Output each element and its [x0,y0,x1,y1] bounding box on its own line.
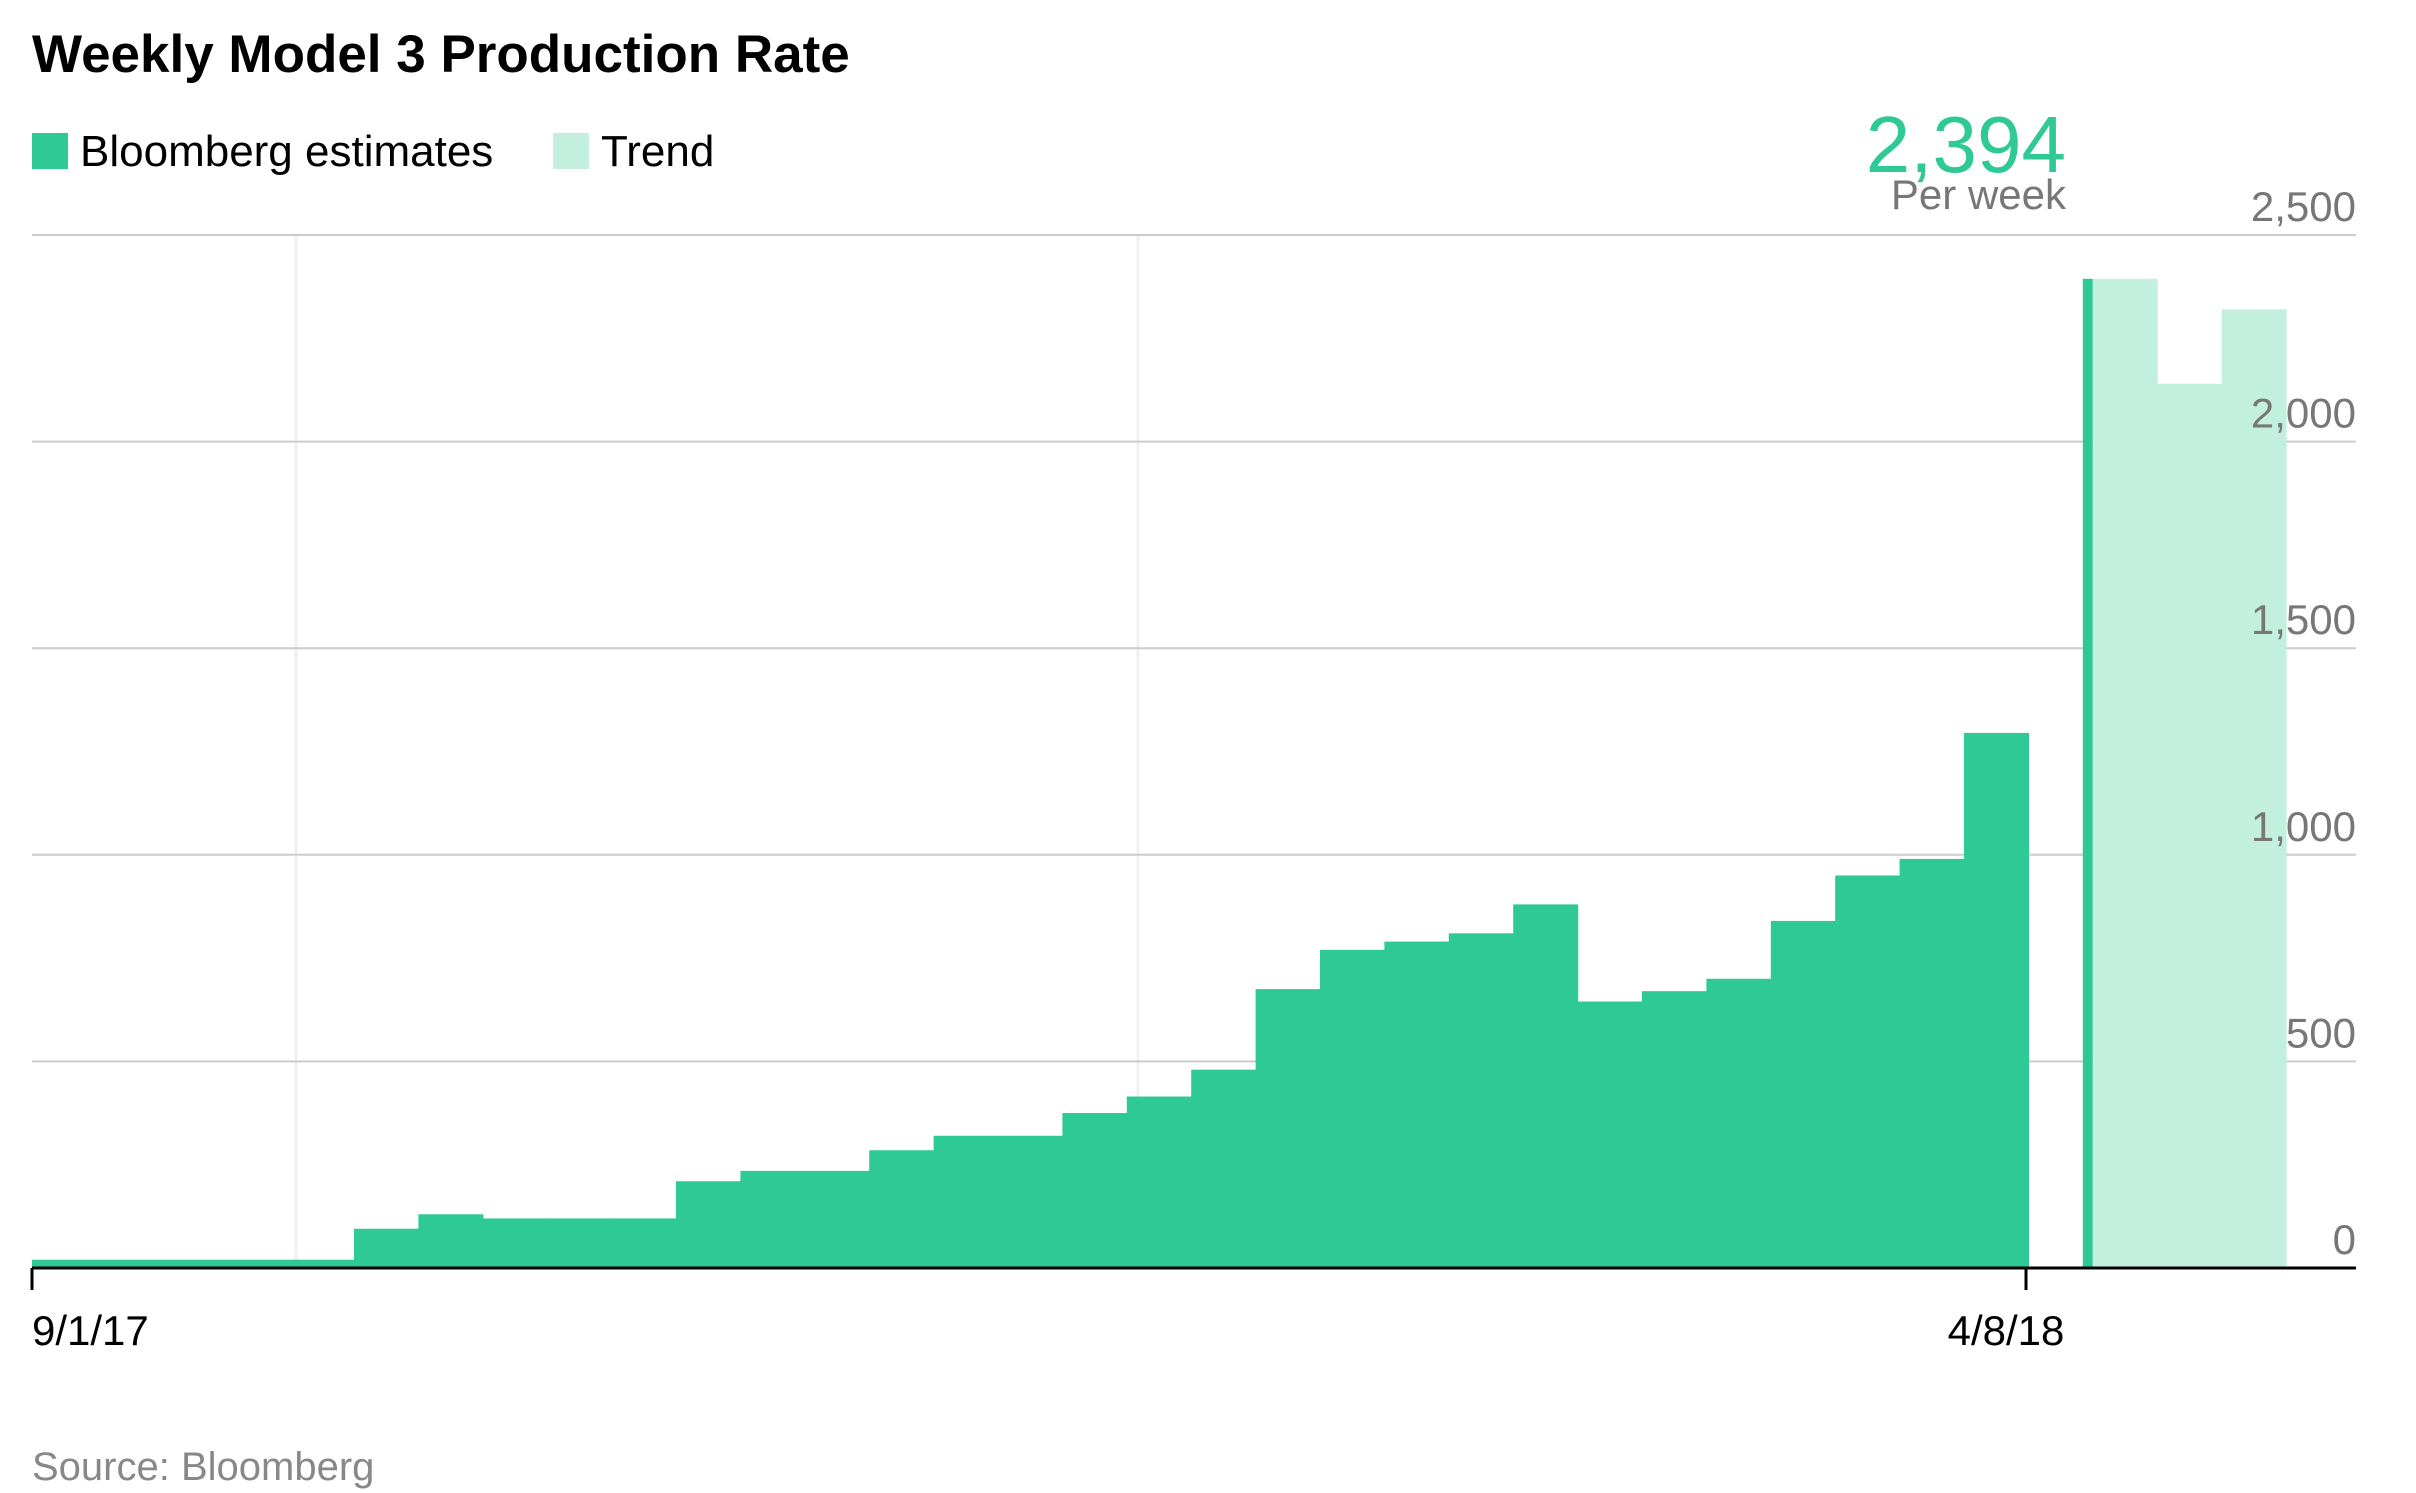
y-axis-ticks: 0 500 1,000 1,500 2,000 2,500 [2251,183,2356,1263]
bar-estimate-25 [1642,991,1707,1268]
bar-estimate-7 [482,1218,548,1268]
bar-estimate-12 [804,1170,870,1268]
legend-swatch-estimates [32,133,68,169]
bar-estimate-8 [547,1218,613,1268]
bar-estimate-26 [1706,978,1772,1268]
y-tick-label-4: 2,000 [2251,390,2356,437]
callout-unit: Per week [1891,171,2067,218]
gridlines [32,234,2356,1268]
bar-estimate-21 [1384,941,1450,1268]
y-tick-label-0: 0 [2333,1216,2356,1263]
legend-label-estimates: Bloomberg estimates [80,127,493,176]
bar-estimate-27 [1770,920,1836,1268]
x-tick-label-1: 4/8/18 [1948,1307,2065,1354]
bar-estimate-31 [2082,278,2093,1268]
bar-estimate-23 [1513,904,1579,1268]
bar-estimate-19 [1255,989,1321,1268]
bar-estimate-1 [96,1259,162,1268]
bar-estimate-5 [354,1228,419,1268]
y-tick-label-1: 500 [2286,1009,2356,1056]
bar-estimate-15 [998,1135,1063,1268]
bar-estimate-22 [1448,933,1514,1268]
bar-estimate-20 [1320,949,1385,1268]
bar-estimate-30 [1964,732,2029,1268]
bar-estimate-18 [1191,1069,1257,1268]
bar-estimate-11 [740,1170,806,1268]
bar-estimate-0 [32,1259,97,1268]
bar-trend-1 [2157,383,2223,1268]
y-tick-label-2: 1,000 [2251,803,2356,850]
x-tick-label-0: 9/1/17 [32,1307,149,1354]
bar-estimate-4 [289,1259,355,1268]
bars [32,278,2287,1269]
bar-estimate-29 [1899,858,1965,1268]
bar-estimate-9 [611,1218,677,1268]
bar-trend-0 [2092,278,2158,1268]
callout-value: 2,394 [1866,100,2066,189]
bar-estimate-17 [1126,1096,1192,1268]
bar-trend-2 [2221,309,2287,1269]
bar-estimate-24 [1577,1001,1643,1268]
bar-estimate-13 [869,1150,935,1268]
x-axis: 9/1/17 4/8/18 [30,1266,2356,1354]
bar-estimate-16 [1062,1113,1128,1268]
bar-estimate-3 [225,1259,291,1268]
bar-estimate-28 [1835,875,1901,1268]
chart-title: Weekly Model 3 Production Rate [32,25,850,84]
source-note: Source: Bloomberg [32,1445,374,1489]
bar-estimate-6 [418,1214,484,1268]
legend-label-trend: Trend [601,127,714,176]
legend-swatch-trend [553,133,589,169]
legend: Bloomberg estimates Trend [32,127,714,176]
bar-estimate-10 [676,1181,741,1268]
y-tick-label-3: 1,500 [2251,596,2356,643]
y-tick-label-5: 2,500 [2251,183,2356,230]
bar-estimate-2 [160,1259,226,1268]
bar-estimate-14 [933,1135,999,1268]
